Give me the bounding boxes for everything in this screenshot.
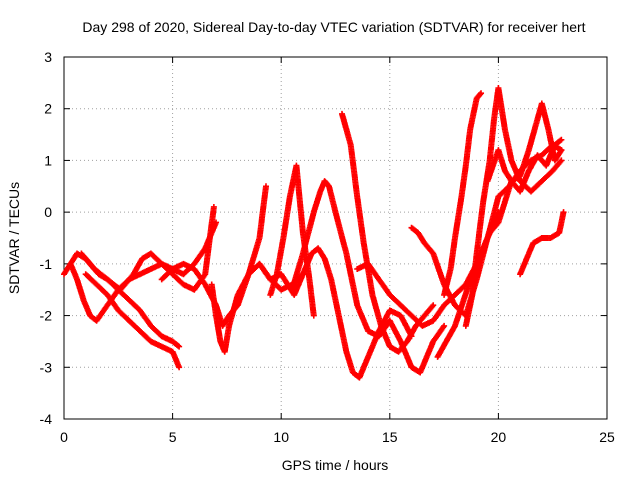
chart-title: Day 298 of 2020, Sidereal Day-to-day VTE… <box>82 19 585 35</box>
x-axis-label: GPS time / hours <box>282 457 389 473</box>
data-point <box>558 136 565 143</box>
data-points <box>61 85 567 381</box>
series-arc-8 <box>267 162 317 319</box>
axis-ticks <box>63 56 608 420</box>
data-point <box>557 137 564 144</box>
data-point <box>175 342 181 349</box>
y-tick-label: -1 <box>40 256 53 272</box>
x-tick-label: 10 <box>273 429 289 445</box>
x-tick-label: 15 <box>382 429 398 445</box>
x-tick-label: 5 <box>169 429 177 445</box>
plot-frame <box>63 56 608 420</box>
data-point <box>557 158 564 165</box>
y-tick-label: 1 <box>44 152 52 168</box>
y-tick-label: 3 <box>44 49 52 65</box>
x-tick-label: 0 <box>60 429 68 445</box>
series-arc-17 <box>517 209 567 278</box>
data-point <box>558 157 565 164</box>
x-tick-label: 20 <box>491 429 507 445</box>
series-arc-4 <box>82 271 183 371</box>
data-point <box>560 209 567 216</box>
series-arc-3 <box>78 203 217 293</box>
gridlines <box>64 57 607 419</box>
data-point <box>441 322 448 329</box>
x-tick-label: 25 <box>599 429 615 445</box>
data-point <box>210 203 217 210</box>
series-arc-9 <box>289 178 448 376</box>
data-point <box>176 343 183 350</box>
y-tick-label: 2 <box>44 101 52 117</box>
series-arc-6 <box>208 260 306 355</box>
data-point <box>478 90 485 97</box>
series-arc-14 <box>441 90 485 298</box>
data-point <box>558 147 565 154</box>
y-tick-label: -4 <box>40 411 53 427</box>
y-tick-label: -2 <box>40 308 53 324</box>
series-arc-10 <box>339 110 437 355</box>
data-point <box>430 302 437 309</box>
y-tick-label: -3 <box>40 359 53 375</box>
x-tick-labels: 0 5 10 15 20 25 <box>60 429 615 445</box>
data-point <box>429 303 436 310</box>
series-arc-16 <box>484 100 565 185</box>
data-point <box>176 364 183 371</box>
data-point <box>262 183 269 190</box>
y-tick-label: 0 <box>44 204 52 220</box>
y-axis-label: SDTVAR / TECUs <box>6 182 22 294</box>
data-point <box>477 91 484 98</box>
series-arc-15 <box>462 85 565 329</box>
data-point <box>310 312 317 319</box>
y-tick-labels: -4 -3 -2 -1 0 1 2 3 <box>40 49 53 427</box>
